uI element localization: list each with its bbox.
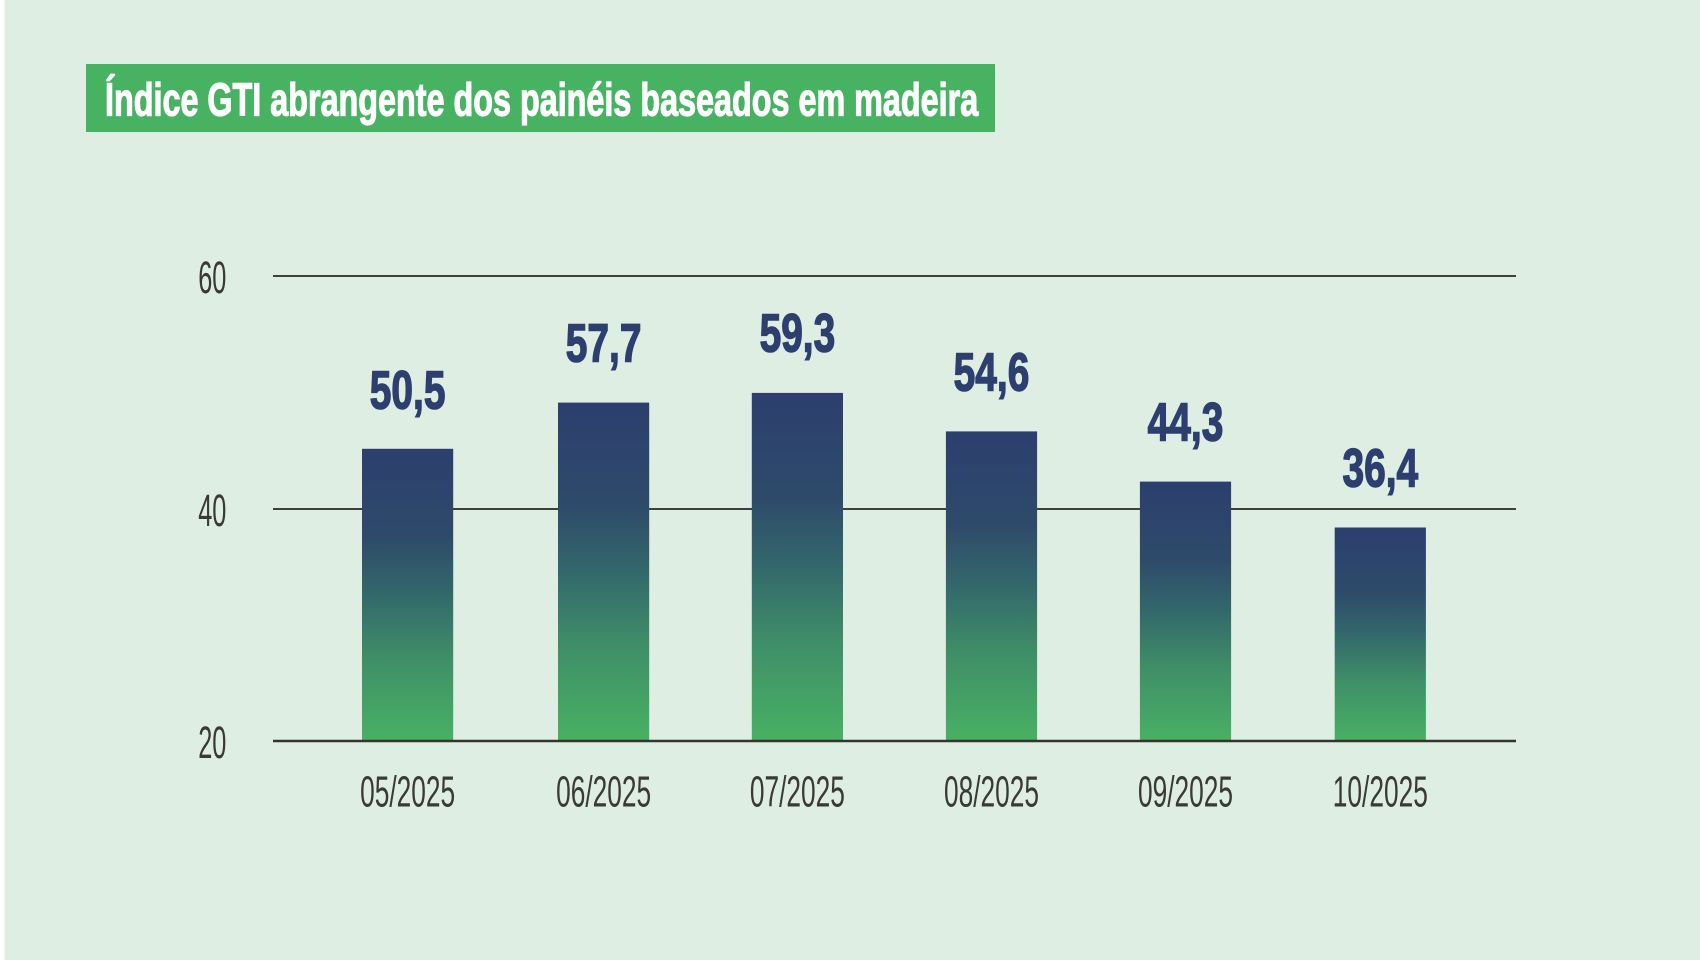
svg-text:05/2025: 05/2025	[360, 767, 455, 817]
svg-text:10/2025: 10/2025	[1333, 767, 1428, 817]
svg-text:50,5: 50,5	[370, 359, 446, 420]
svg-text:60: 60	[198, 252, 226, 303]
svg-text:07/2025: 07/2025	[750, 767, 845, 817]
svg-text:08/2025: 08/2025	[944, 767, 1039, 817]
svg-text:59,3: 59,3	[760, 302, 836, 363]
svg-text:54,6: 54,6	[954, 341, 1030, 402]
svg-text:44,3: 44,3	[1148, 391, 1224, 452]
svg-text:09/2025: 09/2025	[1138, 767, 1233, 817]
svg-text:36,4: 36,4	[1342, 437, 1418, 498]
svg-text:57,7: 57,7	[566, 312, 642, 373]
svg-text:Índice GTI abrangente dos pain: Índice GTI abrangente dos painéis basead…	[105, 74, 979, 126]
svg-text:06/2025: 06/2025	[556, 767, 651, 817]
svg-text:40: 40	[198, 485, 226, 536]
svg-text:20: 20	[198, 717, 226, 768]
